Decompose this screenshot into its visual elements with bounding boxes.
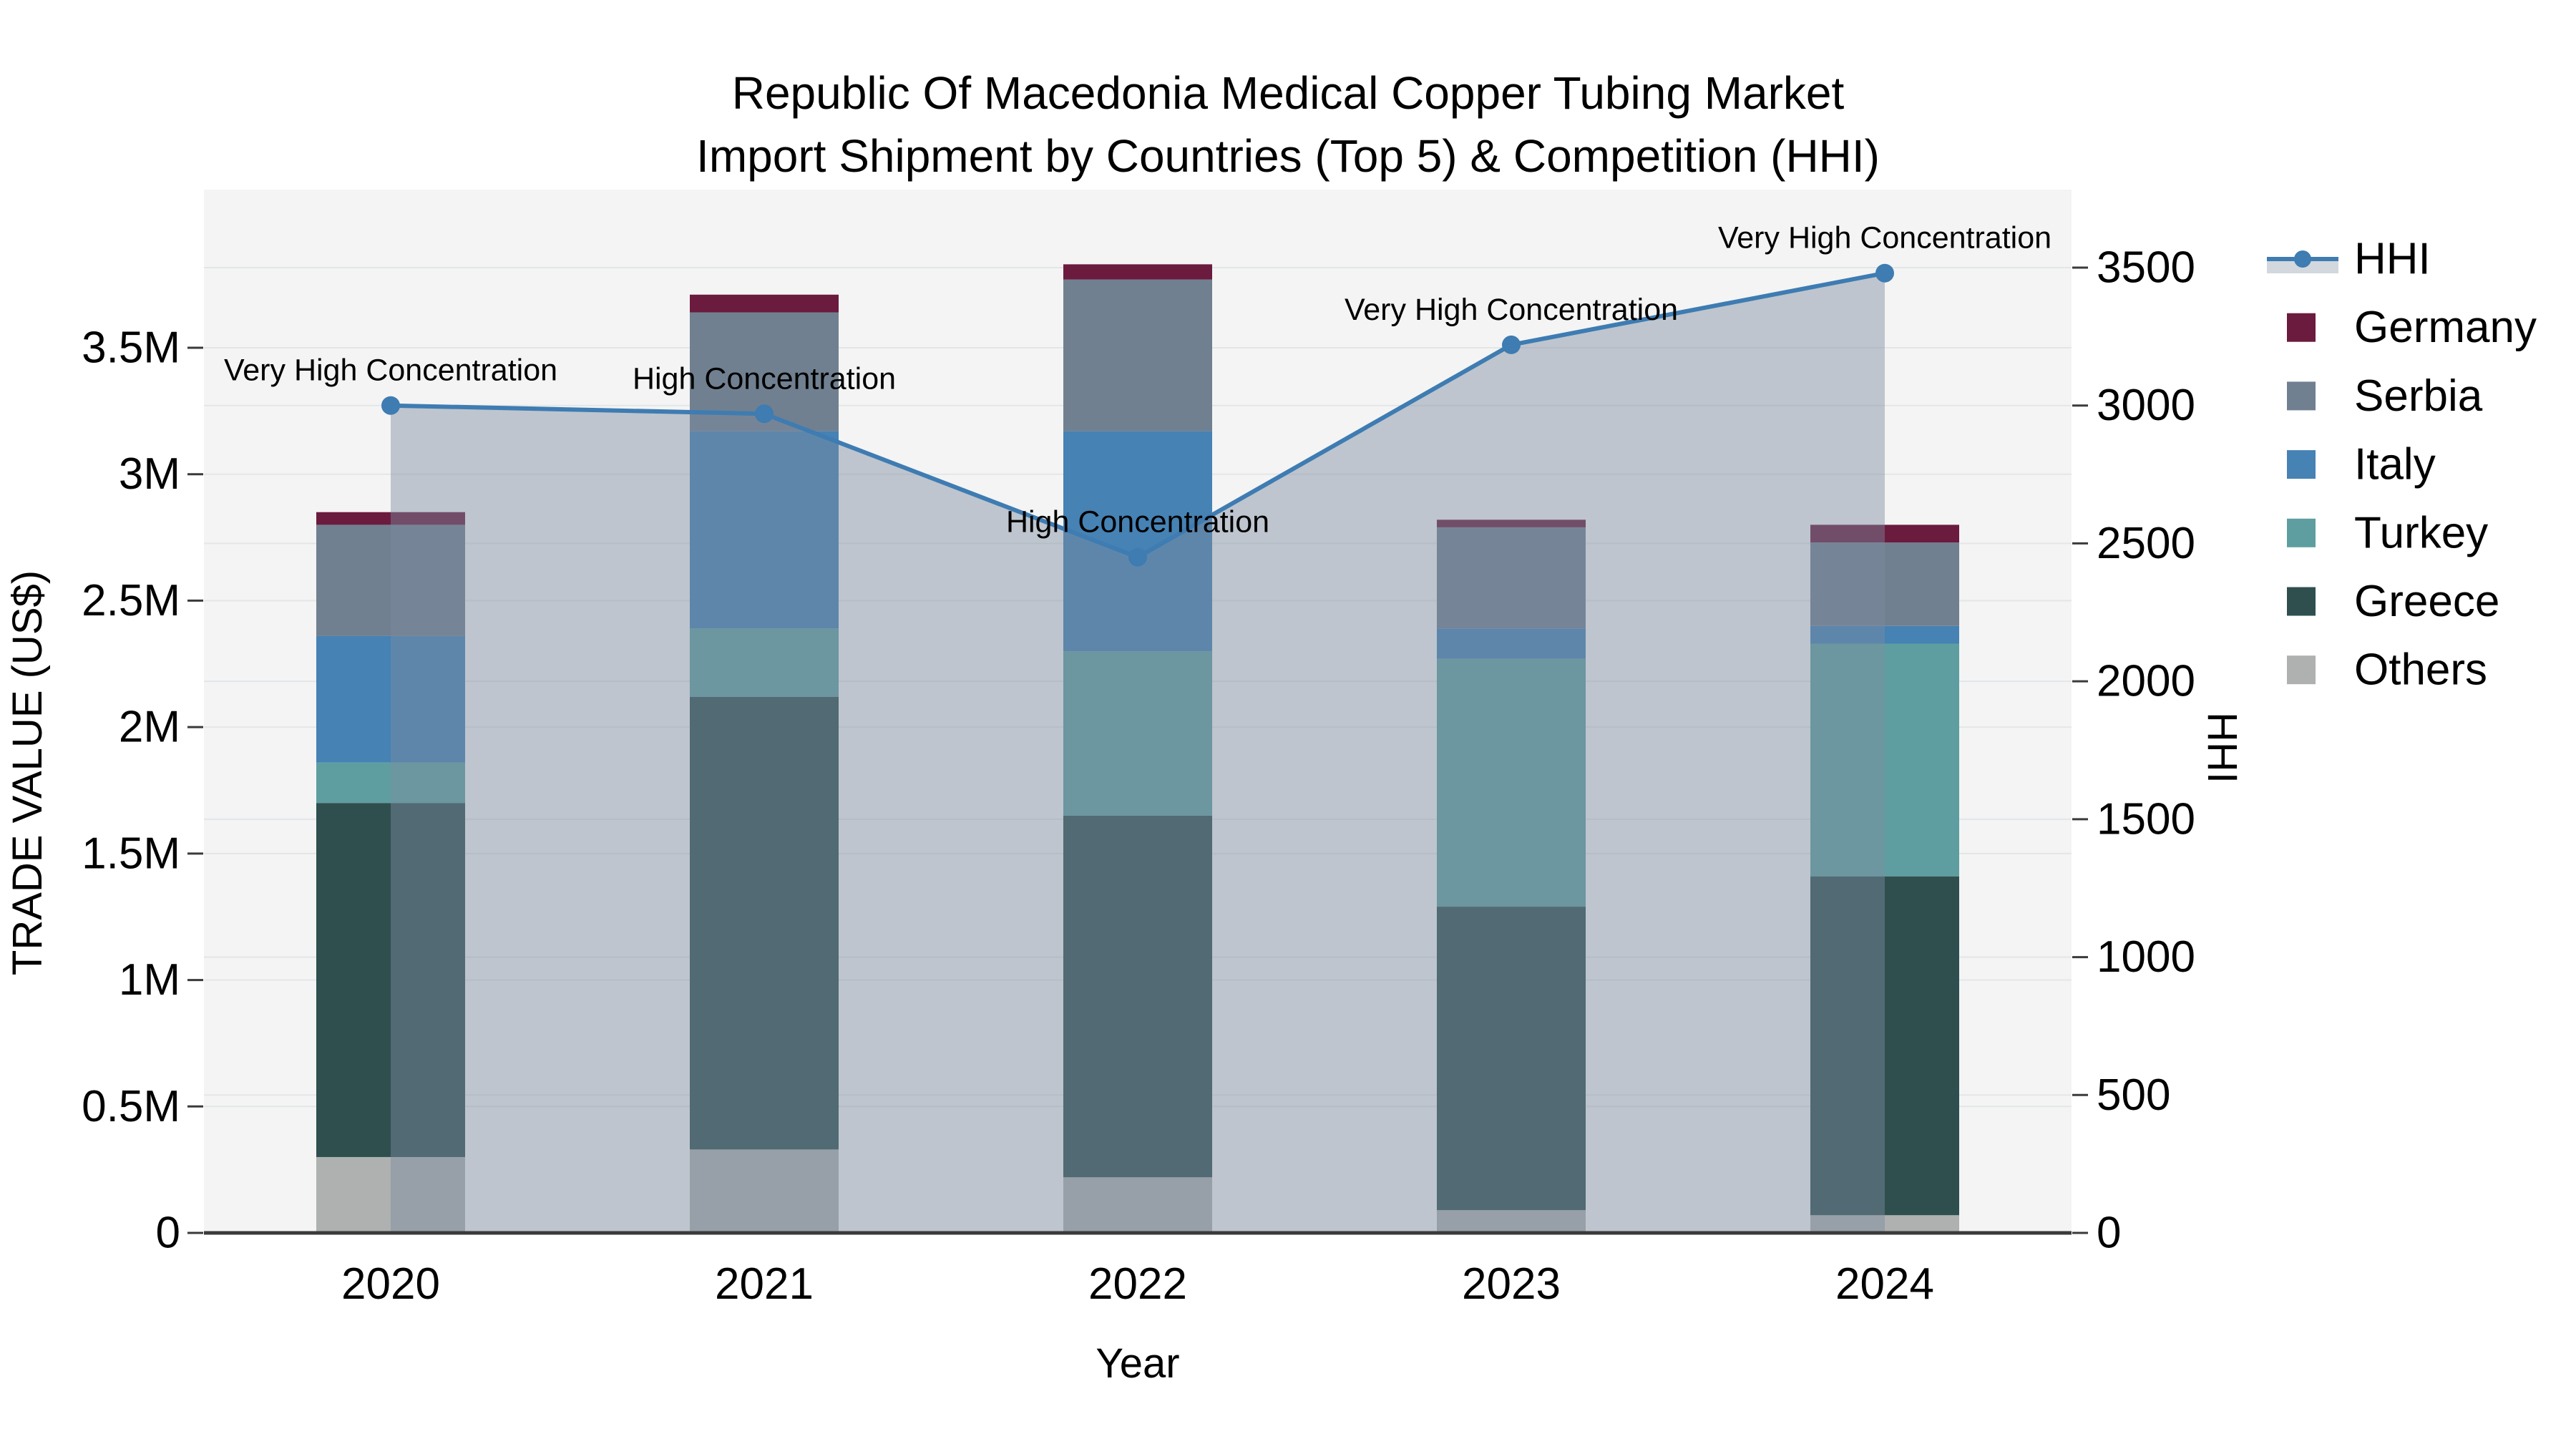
- x-tick-label-2021: 2021: [715, 1259, 814, 1309]
- bar-segment-turkey-2024: [1810, 643, 1959, 877]
- left-tick-label-2.5M: 2.5M: [82, 576, 180, 625]
- legend-swatch-serbia: [2287, 381, 2316, 411]
- legend: HHI Germany Serbia Italy Turkey Greece Others: [2267, 235, 2537, 695]
- right-axis-title: HHI: [2199, 712, 2245, 784]
- bar-2022: [1063, 264, 1212, 1233]
- bar-segment-serbia-2023: [1437, 527, 1586, 629]
- left-axis-title: TRADE VALUE (US$): [4, 570, 51, 975]
- bar-segment-turkey-2022: [1063, 651, 1212, 816]
- bar-segment-greece-2023: [1437, 907, 1586, 1211]
- bar-segment-germany-2022: [1063, 264, 1212, 280]
- bar-segment-greece-2020: [316, 803, 465, 1157]
- legend-item-serbia[interactable]: Serbia: [2287, 371, 2483, 421]
- right-tick-label-3000: 3000: [2097, 381, 2195, 430]
- legend-marker-dot-hhi: [2294, 250, 2311, 268]
- bar-segment-germany-2020: [316, 512, 465, 525]
- bar-segment-serbia-2020: [316, 525, 465, 636]
- bar-segment-serbia-2024: [1810, 542, 1959, 626]
- annotation-2024: Very High Concentration: [1718, 221, 2051, 255]
- bar-segment-greece-2022: [1063, 815, 1212, 1178]
- left-tick-label-0: 0: [156, 1209, 180, 1258]
- annotation-2021: High Concentration: [633, 361, 896, 396]
- left-tick-label-0.5M: 0.5M: [82, 1082, 180, 1131]
- left-tick-label-2M: 2M: [119, 703, 180, 752]
- left-tick-label-3.5M: 3.5M: [82, 323, 180, 373]
- bar-2021: [690, 294, 839, 1233]
- bar-segment-others-2023: [1437, 1210, 1586, 1233]
- legend-label-greece: Greece: [2354, 577, 2499, 626]
- bar-segment-greece-2024: [1810, 876, 1959, 1216]
- bar-segment-italy-2023: [1437, 628, 1586, 659]
- legend-swatch-greece: [2287, 587, 2316, 616]
- annotation-2020: Very High Concentration: [224, 353, 557, 388]
- right-tick-label-3500: 3500: [2097, 243, 2195, 293]
- legend-item-italy[interactable]: Italy: [2287, 440, 2436, 489]
- right-tick-label-1000: 1000: [2097, 932, 2195, 982]
- legend-item-others[interactable]: Others: [2287, 645, 2487, 695]
- legend-item-germany[interactable]: Germany: [2287, 303, 2537, 352]
- legend-item-greece[interactable]: Greece: [2287, 577, 2499, 626]
- legend-label-germany: Germany: [2354, 303, 2537, 352]
- bar-segment-others-2021: [690, 1149, 839, 1233]
- x-tick-label-2023: 2023: [1462, 1259, 1561, 1309]
- bar-segment-others-2020: [316, 1156, 465, 1233]
- annotation-2022: High Concentration: [1006, 505, 1269, 540]
- bar-segment-others-2022: [1063, 1177, 1212, 1233]
- right-tick-label-2000: 2000: [2097, 657, 2195, 706]
- x-tick-label-2020: 2020: [341, 1259, 440, 1309]
- bar-segment-greece-2021: [690, 696, 839, 1150]
- bar-segment-italy-2020: [316, 635, 465, 763]
- bar-2024: [1810, 525, 1959, 1233]
- legend-swatch-others: [2287, 655, 2316, 685]
- bars-group: [316, 264, 1959, 1233]
- legend-swatch-germany: [2287, 313, 2316, 342]
- hhi-marker-2022: [1128, 547, 1147, 567]
- bar-segment-italy-2024: [1810, 625, 1959, 644]
- hhi-marker-2024: [1875, 263, 1894, 283]
- bar-segment-germany-2021: [690, 294, 839, 313]
- bar-segment-turkey-2023: [1437, 658, 1586, 907]
- bar-segment-italy-2022: [1063, 431, 1212, 652]
- legend-item-turkey[interactable]: Turkey: [2287, 508, 2488, 557]
- annotation-2023: Very High Concentration: [1345, 293, 1678, 327]
- x-tick-label-2024: 2024: [1835, 1259, 1934, 1309]
- bar-segment-others-2024: [1810, 1215, 1959, 1233]
- right-tick-label-1500: 1500: [2097, 794, 2195, 844]
- right-tick-label-0: 0: [2097, 1209, 2121, 1258]
- right-tick-label-2500: 2500: [2097, 519, 2195, 568]
- chart-title-line1: Republic Of Macedonia Medical Copper Tub…: [732, 67, 1845, 119]
- legend-label-hhi: HHI: [2354, 235, 2431, 284]
- legend-label-serbia: Serbia: [2354, 371, 2483, 421]
- legend-swatch-italy: [2287, 450, 2316, 479]
- bar-segment-turkey-2021: [690, 628, 839, 697]
- plot-area-group: Very High Concentration High Concentratio…: [82, 190, 2195, 1309]
- titles-group: Republic Of Macedonia Medical Copper Tub…: [4, 67, 2245, 1387]
- left-tick-label-3M: 3M: [119, 449, 180, 499]
- bar-2023: [1437, 519, 1586, 1233]
- hhi-marker-2021: [755, 404, 774, 424]
- legend-label-italy: Italy: [2354, 440, 2436, 489]
- hhi-marker-2020: [381, 396, 400, 415]
- hhi-area-fill: [391, 273, 1885, 1234]
- bar-segment-turkey-2020: [316, 762, 465, 804]
- x-tick-label-2022: 2022: [1088, 1259, 1187, 1309]
- chart-title-line2: Import Shipment by Countries (Top 5) & C…: [696, 130, 1880, 182]
- left-tick-label-1.5M: 1.5M: [82, 829, 180, 878]
- bar-segment-serbia-2022: [1063, 279, 1212, 431]
- legend-item-hhi[interactable]: HHI: [2267, 235, 2431, 284]
- bar-segment-italy-2021: [690, 431, 839, 629]
- right-tick-label-500: 500: [2097, 1070, 2170, 1120]
- legend-label-others: Others: [2354, 645, 2487, 695]
- x-axis-title: Year: [1096, 1340, 1179, 1387]
- legend-label-turkey: Turkey: [2354, 508, 2488, 557]
- bar-segment-germany-2023: [1437, 519, 1586, 527]
- bar-segment-germany-2024: [1810, 525, 1959, 543]
- legend-swatch-turkey: [2287, 518, 2316, 547]
- left-tick-label-1M: 1M: [119, 955, 180, 1005]
- bar-2020: [316, 512, 465, 1233]
- hhi-marker-2023: [1502, 335, 1521, 354]
